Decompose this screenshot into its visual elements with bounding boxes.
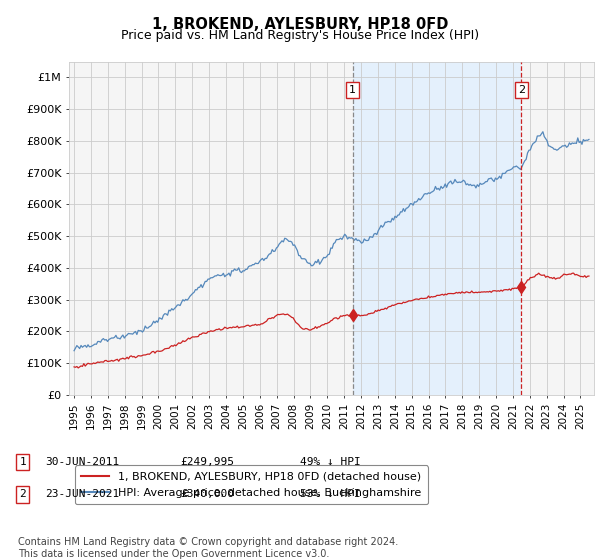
Text: Price paid vs. HM Land Registry's House Price Index (HPI): Price paid vs. HM Land Registry's House … — [121, 29, 479, 42]
Text: 1: 1 — [19, 457, 26, 467]
Text: 53% ↓ HPI: 53% ↓ HPI — [300, 489, 361, 500]
Text: £249,995: £249,995 — [180, 457, 234, 467]
Text: 2: 2 — [19, 489, 26, 500]
Legend: 1, BROKEND, AYLESBURY, HP18 0FD (detached house), HPI: Average price, detached h: 1, BROKEND, AYLESBURY, HP18 0FD (detache… — [74, 465, 428, 504]
Text: £340,000: £340,000 — [180, 489, 234, 500]
Text: 30-JUN-2011: 30-JUN-2011 — [45, 457, 119, 467]
Text: 23-JUN-2021: 23-JUN-2021 — [45, 489, 119, 500]
Text: Contains HM Land Registry data © Crown copyright and database right 2024.
This d: Contains HM Land Registry data © Crown c… — [18, 537, 398, 559]
Text: 1, BROKEND, AYLESBURY, HP18 0FD: 1, BROKEND, AYLESBURY, HP18 0FD — [152, 17, 448, 32]
Bar — [353, 62, 521, 395]
Text: 49% ↓ HPI: 49% ↓ HPI — [300, 457, 361, 467]
Text: 2: 2 — [518, 85, 525, 95]
Text: 1: 1 — [349, 85, 356, 95]
